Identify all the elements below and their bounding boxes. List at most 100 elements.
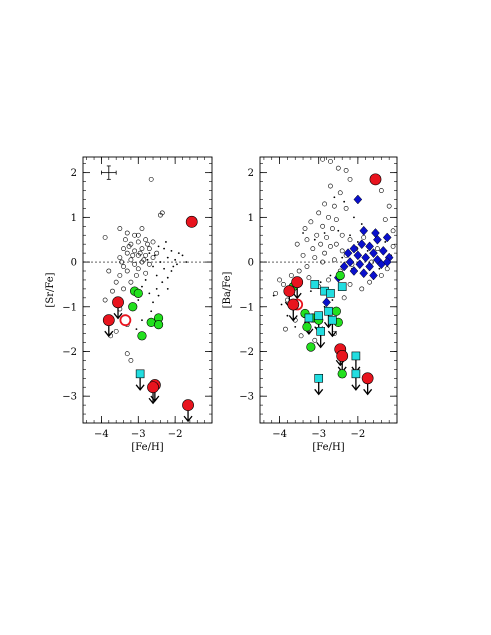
ba-point-open-circle	[304, 264, 310, 269]
ba-point-red-circle	[291, 276, 304, 289]
ba-point-open-circle	[322, 201, 327, 207]
ba-point-blue-diamond	[371, 228, 380, 238]
ba-point-open-circle	[328, 244, 333, 249]
ba-point-open-circle	[296, 268, 302, 274]
sr-point-open-circle	[121, 264, 126, 269]
sr-upper-limit-arrowhead	[113, 312, 123, 320]
sr-point-dot	[170, 270, 173, 272]
sr-point-open-circle	[132, 261, 137, 267]
ba-point-open-circle	[300, 252, 306, 258]
ba-point-open-circle	[298, 333, 304, 339]
sr-point-red-open-circle	[119, 314, 132, 327]
ba-point-blue-diamond	[353, 194, 363, 205]
sr-y-tick-label: −2	[62, 347, 77, 358]
ba-point-dot	[384, 241, 387, 243]
ba-point-blue-diamond	[378, 246, 388, 256]
sr-point-green-circle	[133, 288, 143, 298]
sr-point-dot	[148, 252, 151, 255]
ba-point-open-circle	[378, 273, 384, 278]
ba-point-dot	[366, 249, 369, 252]
sr-plot-frame	[82, 156, 213, 424]
ba-point-blue-diamond	[345, 257, 355, 267]
left-panel-sr: −4 −3 −2 −3 −2 −1 0 1 2 [Fe/H] [Sr/Fe]	[45, 156, 213, 453]
sr-point-dot	[135, 328, 138, 331]
sr-point-dot	[176, 263, 178, 266]
sr-y-axis-label: [Sr/Fe]	[45, 272, 56, 307]
sr-point-dot	[157, 245, 160, 248]
ba-point-open-circle	[331, 203, 337, 209]
ba-point-dot	[360, 223, 363, 225]
sr-point-dot	[174, 258, 177, 261]
sr-point-dot	[137, 299, 140, 301]
ba-point-dot	[319, 281, 322, 284]
sr-point-dot	[159, 261, 162, 263]
sr-x-tick-label: −3	[131, 429, 146, 440]
ba-point-open-circle	[390, 228, 396, 234]
ba-point-open-circle	[341, 295, 347, 301]
ba-point-blue-diamond	[343, 248, 353, 258]
sr-point-dot	[172, 265, 175, 268]
sr-point-dot	[152, 301, 154, 304]
ba-point-blue-diamond	[349, 266, 359, 276]
sr-point-open-circle	[128, 257, 134, 263]
ba-point-open-circle	[312, 337, 318, 343]
ba-point-blue-diamond	[369, 270, 378, 281]
sr-point-open-circle	[137, 250, 143, 256]
ba-x-tick-label: −3	[311, 429, 326, 440]
sr-point-dot	[152, 265, 154, 268]
sr-point-open-circle	[135, 232, 141, 238]
sr-point-open-circle	[117, 226, 123, 231]
ba-point-open-circle	[322, 250, 327, 256]
ba-point-cyan-square	[351, 369, 361, 379]
ba-point-open-circle	[333, 241, 339, 247]
ba-point-open-circle	[347, 282, 353, 287]
sr-point-open-circle	[139, 226, 145, 231]
sr-point-open-circle	[121, 246, 126, 252]
ba-point-open-circle	[304, 237, 310, 243]
ba-point-green-circle	[337, 369, 347, 379]
ba-point-dot	[309, 290, 312, 293]
ba-point-open-circle	[330, 226, 335, 231]
ba-point-open-circle	[375, 246, 380, 252]
ba-y-tick-label: −1	[239, 302, 254, 313]
ba-y-tick-label: 1	[248, 213, 254, 224]
ba-point-open-circle	[343, 168, 349, 173]
sr-point-open-circle	[143, 270, 149, 276]
sr-point-open-circle	[141, 257, 147, 263]
ba-point-red-circle	[336, 350, 349, 362]
sr-y-tick-label: 2	[71, 168, 77, 179]
ba-upper-limit-arrowhead	[292, 292, 302, 300]
sr-point-open-circle	[126, 244, 132, 249]
sr-error-bar	[101, 165, 117, 180]
ba-point-open-circle	[333, 217, 339, 222]
sr-point-open-circle	[132, 248, 137, 254]
sr-point-open-circle	[106, 268, 112, 274]
sr-point-open-circle	[159, 210, 165, 216]
ba-point-blue-diamond	[365, 241, 374, 252]
ba-point-blue-diamond	[339, 261, 349, 272]
ba-point-open-circle	[320, 259, 326, 265]
sr-point-open-circle	[128, 358, 134, 363]
sr-point-dot	[144, 279, 147, 281]
ba-point-dot	[378, 267, 381, 270]
sr-point-open-circle	[102, 297, 108, 303]
sr-point-dot	[185, 261, 188, 263]
sr-point-open-circle	[146, 261, 152, 267]
sr-series-small-dot	[135, 241, 188, 331]
ba-point-open-circle	[318, 241, 324, 247]
ba-point-blue-diamond	[355, 259, 365, 270]
sr-point-dot	[141, 319, 143, 322]
ba-point-dot	[313, 238, 316, 241]
ba-upper-limit-arrowhead	[363, 388, 373, 396]
ba-point-open-circle	[320, 223, 326, 229]
ba-point-blue-diamond	[382, 257, 392, 267]
sr-point-dot	[150, 310, 153, 313]
ba-point-open-circle	[347, 237, 353, 243]
ba-point-open-circle	[308, 219, 314, 225]
sr-x-tick-label: −4	[94, 429, 109, 440]
sr-point-dot	[170, 249, 173, 252]
sr-point-open-circle	[139, 246, 145, 252]
ba-point-open-circle	[390, 244, 396, 249]
ba-point-blue-diamond	[359, 268, 369, 279]
sr-point-red-circle	[147, 381, 159, 394]
